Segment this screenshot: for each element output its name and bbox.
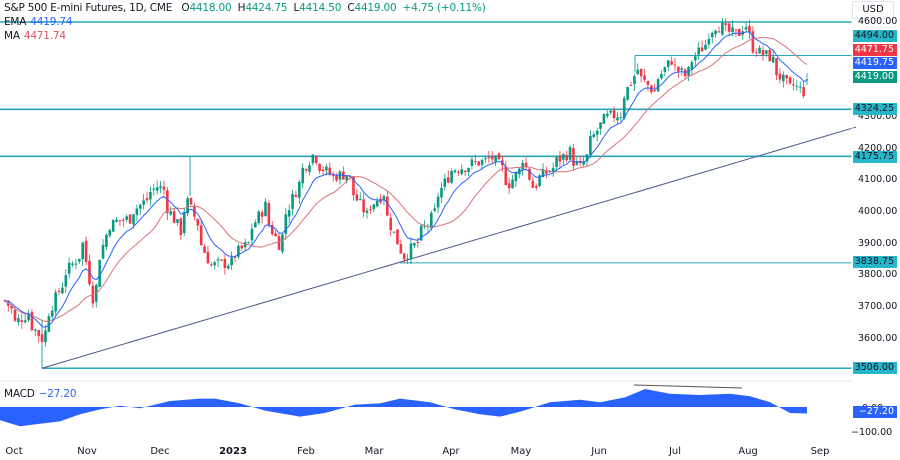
macd-tick-minus-100: −100.00 [851, 427, 893, 438]
price-tick: 4100.00 [858, 174, 898, 186]
price-tick: 4200.00 [858, 142, 898, 154]
time-label: May [510, 446, 532, 457]
time-label: 2023 [219, 446, 247, 457]
time-label: Aug [738, 446, 758, 457]
time-label: Dec [150, 446, 170, 457]
time-label: Jul [668, 446, 682, 457]
price-tick: 4600.00 [858, 16, 898, 27]
macd-histogram-area [0, 384, 807, 427]
time-label: Jun [591, 446, 607, 457]
low-value: 4414.50 [299, 2, 342, 14]
change-value: +4.75 (+0.11%) [402, 2, 486, 14]
price-label: 4324.25 [853, 103, 897, 115]
time-label: Apr [442, 446, 460, 457]
ma-value: 4471.74 [23, 30, 66, 42]
time-label: Sep [810, 446, 830, 457]
close-value: 4419.00 [354, 2, 397, 14]
price-label: 4471.75 [853, 44, 897, 56]
candlesticks [3, 18, 809, 347]
time-label: Mar [364, 446, 384, 457]
low-label: L [293, 2, 300, 14]
open-value: 4418.00 [189, 2, 232, 14]
price-tick: 3600.00 [858, 332, 898, 344]
price-label: 3506.00 [853, 362, 897, 374]
price-label: 3838.75 [853, 256, 897, 268]
price-tick: 3700.00 [858, 300, 898, 312]
price-label: 4419.00 [853, 71, 897, 83]
price-tick: 3900.00 [858, 237, 898, 249]
ema-value: 4419.74 [30, 16, 73, 28]
macd-divergence-line [633, 384, 743, 389]
currency-button[interactable]: USD [852, 1, 894, 19]
price-tick: 3800.00 [858, 269, 898, 281]
symbol-legend: S&P 500 E-mini Futures, 1D, CME O4418.00… [4, 2, 486, 14]
price-tick: 4000.00 [858, 205, 898, 217]
price-label: 4419.75 [853, 57, 897, 69]
ema-label: EMA [4, 16, 27, 28]
macd-legend[interactable]: MACD −27.20 [4, 388, 77, 400]
ema-line [4, 31, 808, 328]
horizontal-levels[interactable] [0, 21, 852, 370]
macd-value: −27.20 [38, 388, 77, 400]
ma-legend[interactable]: MA 4471.74 [4, 30, 66, 42]
moving-averages [4, 31, 808, 328]
time-label: Oct [5, 446, 23, 457]
trendline[interactable] [41, 126, 857, 369]
open-label: O [181, 2, 190, 14]
ma-label: MA [4, 30, 20, 42]
high-value: 4424.75 [245, 2, 288, 14]
price-tick: 4300.00 [858, 110, 898, 122]
ma-line [4, 37, 808, 322]
time-label: Nov [77, 446, 97, 457]
high-label: H [237, 2, 246, 14]
ema-legend[interactable]: EMA 4419.74 [4, 16, 73, 28]
macd-current-label: −27.20 [853, 406, 897, 418]
price-label: 4175.75 [853, 151, 897, 163]
close-label: C [347, 2, 355, 14]
ohlc-values: O4418.00 H4424.75 L4414.50 C4419.00 +4.7… [181, 2, 486, 14]
macd-label: MACD [4, 388, 35, 400]
price-label: 4494.00 [853, 30, 897, 42]
symbol-title: S&P 500 E-mini Futures, 1D, CME [4, 2, 173, 14]
time-label: Feb [297, 446, 315, 457]
